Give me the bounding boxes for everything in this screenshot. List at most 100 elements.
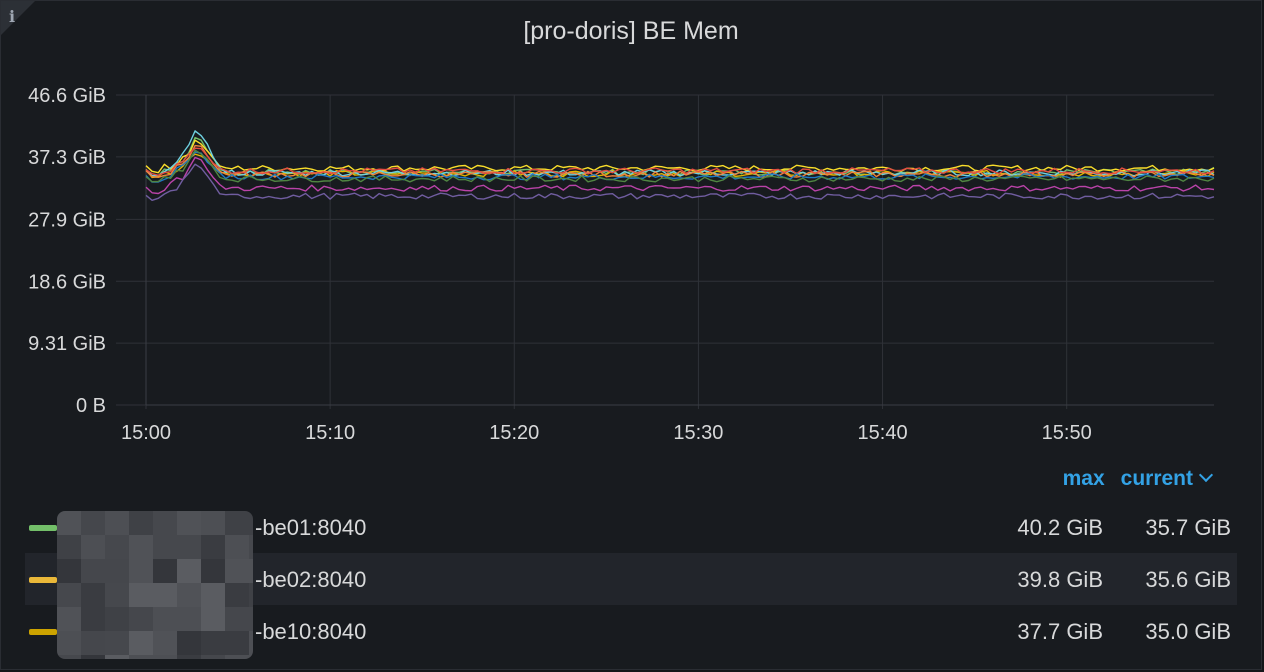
redaction-tile [153, 583, 177, 607]
series-color-swatch[interactable] [29, 577, 57, 583]
legend-max-column[interactable]: max [1062, 467, 1105, 490]
redaction-tile [225, 583, 249, 607]
redaction-tile [129, 655, 153, 659]
legend-series-name: -be02:8040 [255, 567, 367, 592]
legend-max-value: 37.7 GiB [1017, 619, 1103, 644]
redaction-tile [249, 583, 253, 607]
redaction-tile [177, 559, 201, 583]
redaction-tile [153, 511, 177, 535]
x-tick-label: 15:20 [489, 422, 539, 444]
series-line [145, 156, 1215, 195]
redaction-tile [153, 655, 177, 659]
redaction-tile [153, 631, 177, 655]
redaction-tile [177, 511, 201, 535]
legend-header: max current [1047, 467, 1214, 491]
y-tick-label: 18.6 GiB [28, 271, 106, 293]
redaction-tile [105, 511, 129, 535]
redaction-tile [153, 607, 177, 631]
redaction-tile [225, 631, 249, 655]
redaction-tile [57, 559, 81, 583]
x-tick-label: 15:30 [673, 422, 723, 444]
y-tick-label: 37.3 GiB [28, 147, 106, 169]
redaction-tile [57, 607, 81, 631]
redaction-tile [129, 511, 153, 535]
legend-row[interactable]: -be01:8040 40.2 GiB 35.7 GiB [25, 501, 1237, 553]
legend-series-name: -be10:8040 [255, 619, 367, 644]
y-tick-label: 9.31 GiB [28, 333, 106, 355]
redaction-tile [81, 559, 105, 583]
series-line [145, 147, 1215, 177]
redaction-tile [177, 631, 201, 655]
redaction-tile [249, 607, 253, 631]
legend-row[interactable]: -be10:8040 37.7 GiB 35.0 GiB [25, 605, 1237, 657]
series-color-swatch[interactable] [29, 629, 57, 635]
redaction-tile [81, 607, 105, 631]
redaction-tile [105, 559, 129, 583]
panel-title[interactable]: [pro-doris] BE Mem [523, 17, 739, 45]
line-chart[interactable]: 0 B 9.31 GiB 18.6 GiB 27.9 GiB 37.3 GiB 46.6 … [1, 1, 1263, 461]
redaction-tile [129, 607, 153, 631]
redaction-tile [81, 583, 105, 607]
redaction-tile [249, 631, 253, 655]
redaction-tile [225, 511, 249, 535]
x-tick-label: 15:10 [305, 422, 355, 444]
y-tick-label: 27.9 GiB [28, 209, 106, 231]
legend-current-column[interactable]: current [1120, 467, 1214, 490]
redaction-tile [57, 655, 81, 659]
redaction-tile [57, 535, 81, 559]
redaction-tile [105, 631, 129, 655]
redaction-tile [105, 607, 129, 631]
x-tick-label: 15:50 [1042, 422, 1092, 444]
redaction-tile [201, 607, 225, 631]
y-tick-label: 46.6 GiB [28, 85, 106, 107]
redaction-tile [105, 583, 129, 607]
y-tick-label: 0 B [76, 395, 106, 417]
redaction-tile [201, 559, 225, 583]
redaction-tile [129, 535, 153, 559]
redaction-tile [81, 631, 105, 655]
redaction-tile [81, 655, 105, 659]
x-tick-label: 15:00 [121, 422, 171, 444]
redaction-tile [201, 535, 225, 559]
legend-max-value: 40.2 GiB [1017, 515, 1103, 540]
legend-series-name: -be01:8040 [255, 515, 367, 540]
redaction-tile [57, 631, 81, 655]
redaction-tile [201, 631, 225, 655]
redaction-tile [225, 655, 249, 659]
redaction-tile [201, 511, 225, 535]
redaction-tile [201, 583, 225, 607]
redaction-tile [129, 631, 153, 655]
redaction-tile [177, 655, 201, 659]
redaction-tile [225, 607, 249, 631]
redaction-tile [105, 535, 129, 559]
redaction-tile [81, 511, 105, 535]
series-color-swatch[interactable] [29, 525, 57, 531]
redaction-tile [225, 535, 249, 559]
redaction-tile [249, 511, 253, 535]
legend-current-value: 35.7 GiB [1145, 515, 1231, 540]
series-line [145, 149, 1215, 183]
redaction-tile [249, 535, 253, 559]
redaction-tile [129, 583, 153, 607]
redaction-tile [177, 535, 201, 559]
redaction-tile [201, 655, 225, 659]
redaction-tile [129, 559, 153, 583]
redaction-tile [177, 583, 201, 607]
redaction-tile [81, 535, 105, 559]
redaction-tile [225, 559, 249, 583]
redaction-tile [153, 559, 177, 583]
redaction-tile [249, 559, 253, 583]
legend-current-value: 35.6 GiB [1145, 567, 1231, 592]
redacted-hostname-overlay [57, 511, 253, 659]
panel-info-corner[interactable] [1, 1, 35, 35]
series-line [145, 163, 1215, 202]
legend-current-label: current [1120, 467, 1193, 490]
redaction-tile [177, 607, 201, 631]
x-tick-label: 15:40 [858, 422, 908, 444]
legend-current-value: 35.0 GiB [1145, 619, 1231, 644]
chevron-down-icon [1198, 467, 1214, 483]
redaction-tile [249, 655, 253, 659]
info-icon[interactable]: i [9, 7, 16, 26]
redaction-tile [57, 511, 81, 535]
